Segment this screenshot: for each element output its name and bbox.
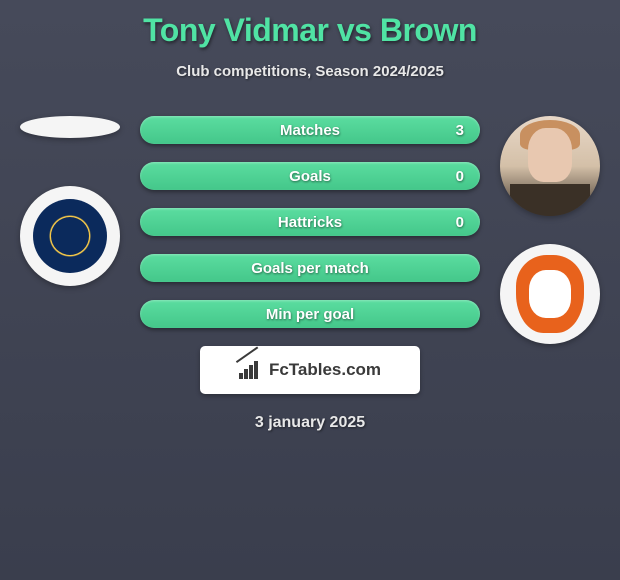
- stat-row-goals: Goals 0: [140, 162, 480, 190]
- club-crest-left: [20, 186, 120, 286]
- club-crest-right: [500, 244, 600, 344]
- stat-label: Hattricks: [278, 214, 342, 231]
- stat-label: Goals: [289, 168, 331, 185]
- player-avatar-left: [20, 116, 120, 138]
- stat-value-right: 3: [456, 122, 464, 139]
- stat-row-goals-per-match: Goals per match: [140, 254, 480, 282]
- right-column: [500, 116, 600, 344]
- stat-label: Min per goal: [266, 306, 354, 323]
- stat-value-right: 0: [456, 214, 464, 231]
- mariners-icon: [33, 199, 107, 273]
- comparison-content: Matches 3 Goals 0 Hattricks 0 Goals per …: [0, 116, 620, 432]
- stats-list: Matches 3 Goals 0 Hattricks 0 Goals per …: [140, 116, 480, 328]
- stat-value-right: 0: [456, 168, 464, 185]
- player-avatar-right: [500, 116, 600, 216]
- page-title: Tony Vidmar vs Brown: [0, 0, 620, 49]
- stat-label: Goals per match: [251, 260, 369, 277]
- stat-label: Matches: [280, 122, 340, 139]
- stat-row-hattricks: Hattricks 0: [140, 208, 480, 236]
- left-column: [20, 116, 120, 286]
- stat-row-matches: Matches 3: [140, 116, 480, 144]
- stat-row-min-per-goal: Min per goal: [140, 300, 480, 328]
- date-label: 3 january 2025: [0, 414, 620, 432]
- subtitle: Club competitions, Season 2024/2025: [0, 63, 620, 80]
- roar-icon: [516, 255, 584, 333]
- branding-text: FcTables.com: [269, 360, 381, 380]
- chart-icon: [239, 361, 263, 379]
- branding-badge[interactable]: FcTables.com: [200, 346, 420, 394]
